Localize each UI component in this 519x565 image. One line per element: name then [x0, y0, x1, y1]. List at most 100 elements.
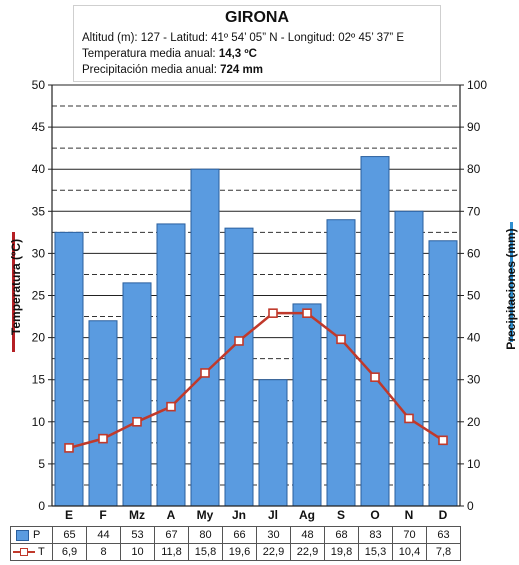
y-right-tick-label: 100	[467, 78, 487, 92]
temperature-row: T 6,9 8 10 11,8 15,8 19,6 22,9 22,9 19,8 15,3 10,4…	[10, 543, 461, 561]
temperature-cell: 15,8	[188, 543, 223, 561]
precipitation-bar	[122, 282, 152, 507]
temperature-cell: 7,8	[426, 543, 461, 561]
y-right-tick-label: 10	[467, 457, 481, 471]
precipitation-bar	[224, 227, 254, 507]
temperature-point	[438, 435, 448, 446]
line-swatch-icon	[13, 547, 35, 557]
precipitation-cell: 83	[358, 526, 393, 544]
y-left-tick-label: 10	[32, 415, 46, 429]
precipitation-bar	[54, 231, 84, 507]
station-coordinates: Altitud (m): 127 - Latitud: 41º 54’ 05” …	[82, 32, 405, 44]
temperature-cell: 6,9	[52, 543, 87, 561]
temperature-cell: 19,8	[324, 543, 359, 561]
annual-temperature: Temperatura media anual: 14,3 ºC	[82, 46, 432, 62]
precipitation-cell: 65	[52, 526, 87, 544]
precipitation-bar	[292, 303, 322, 507]
precipitation-bar	[428, 240, 458, 507]
precipitation-bar	[326, 219, 356, 507]
x-tick-label: Mz	[129, 508, 145, 522]
temperature-point	[336, 334, 346, 345]
precipitation-bar	[156, 223, 186, 507]
annual-temperature-label: Temperatura media anual:	[82, 48, 216, 60]
precipitation-axis-marker	[510, 222, 513, 342]
y-left-tick-label: 15	[32, 373, 46, 387]
x-tick-label: E	[64, 508, 73, 522]
y-right-tick-label: 90	[467, 120, 481, 134]
precipitation-bar	[360, 156, 390, 507]
x-tick-label: Jl	[267, 508, 278, 522]
precipitation-cell: 67	[154, 526, 189, 544]
precipitation-cell: 63	[426, 526, 461, 544]
temperature-axis-marker	[12, 232, 15, 352]
temperature-cell: 19,6	[222, 543, 257, 561]
y-right-tick-label: 50	[467, 289, 481, 303]
temperature-line	[64, 308, 448, 453]
data-table: P 65 44 53 67 80 66 30 48 68 83 70 63 T 6,9 8 10 11,8 1…	[10, 526, 461, 561]
y-right-tick-label: 80	[467, 162, 481, 176]
x-tick-label: S	[336, 508, 345, 522]
precipitation-legend-label: P	[33, 529, 41, 541]
temperature-cell: 10	[120, 543, 155, 561]
temperature-point	[200, 368, 210, 378]
precipitation-bar	[190, 168, 220, 507]
temperature-point	[234, 336, 244, 346]
precipitation-bar	[88, 320, 118, 507]
precipitation-cell: 53	[120, 526, 155, 544]
temperature-point	[132, 416, 142, 427]
axes: 0 5 10 15 20 25 30 35 40 45 50 0 10 20 30 40 50 60 70 80 90 1…	[32, 78, 488, 513]
precipitation-bar	[258, 379, 288, 507]
temperature-cell: 15,3	[358, 543, 393, 561]
annual-precipitation-value: 724 mm	[220, 64, 263, 76]
y-right-tick-label: 70	[467, 204, 481, 218]
precipitation-cell: 68	[324, 526, 359, 544]
y-left-tick-label: 30	[32, 246, 46, 260]
y-right-tick-label: 0	[467, 499, 474, 513]
temperature-point	[166, 401, 176, 412]
month-labels: E F Mz A My Jn Jl Ag S O N D	[52, 506, 460, 526]
precipitation-legend: P	[10, 526, 53, 544]
temperature-cell: 11,8	[154, 543, 189, 561]
temperature-cell: 22,9	[290, 543, 325, 561]
temperature-legend: T	[10, 543, 53, 561]
precipitation-cell: 44	[86, 526, 121, 544]
y-right-tick-label: 30	[467, 373, 481, 387]
y-left-tick-label: 40	[32, 162, 46, 176]
station-title: GIRONA	[225, 9, 289, 26]
y-right-tick-label: 60	[467, 246, 481, 260]
temperature-cell: 22,9	[256, 543, 291, 561]
y-right-tick-label: 40	[467, 331, 481, 345]
annual-precipitation: Precipitación media anual: 724 mm	[82, 62, 432, 78]
precipitation-bar	[394, 210, 424, 507]
x-tick-label: Ag	[299, 508, 315, 522]
x-tick-label: O	[370, 508, 380, 522]
temperature-cell: 8	[86, 543, 121, 561]
y-axis-right-title: Precipitaciones (mm)	[504, 228, 518, 350]
precipitation-cell: 48	[290, 526, 325, 544]
temperature-point	[268, 308, 278, 318]
y-left-tick-label: 25	[32, 289, 46, 303]
y-left-tick-label: 0	[38, 499, 45, 513]
x-tick-label: F	[99, 508, 107, 522]
precipitation-row: P 65 44 53 67 80 66 30 48 68 83 70 63	[10, 526, 461, 544]
y-left-tick-label: 20	[32, 331, 46, 345]
station-info-box: GIRONA Altitud (m): 127 - Latitud: 41º 5…	[73, 5, 441, 82]
precipitation-cell: 80	[188, 526, 223, 544]
annual-temperature-value: 14,3 ºC	[218, 48, 257, 60]
temperature-point	[404, 413, 414, 424]
bar-swatch-icon	[16, 529, 29, 541]
temperature-point	[302, 308, 312, 318]
temperature-point	[98, 433, 108, 444]
x-tick-label: N	[404, 508, 414, 522]
precipitation-cell: 30	[256, 526, 291, 544]
y-left-tick-label: 50	[32, 78, 46, 92]
y-left-tick-label: 5	[38, 457, 45, 471]
precipitation-cell: 70	[392, 526, 427, 544]
temperature-point	[370, 372, 380, 382]
precipitation-cell: 66	[222, 526, 257, 544]
annual-precipitation-label: Precipitación media anual:	[82, 64, 217, 76]
y-left-tick-label: 35	[32, 204, 46, 218]
x-tick-label: A	[166, 508, 176, 522]
temperature-legend-label: T	[38, 546, 45, 558]
